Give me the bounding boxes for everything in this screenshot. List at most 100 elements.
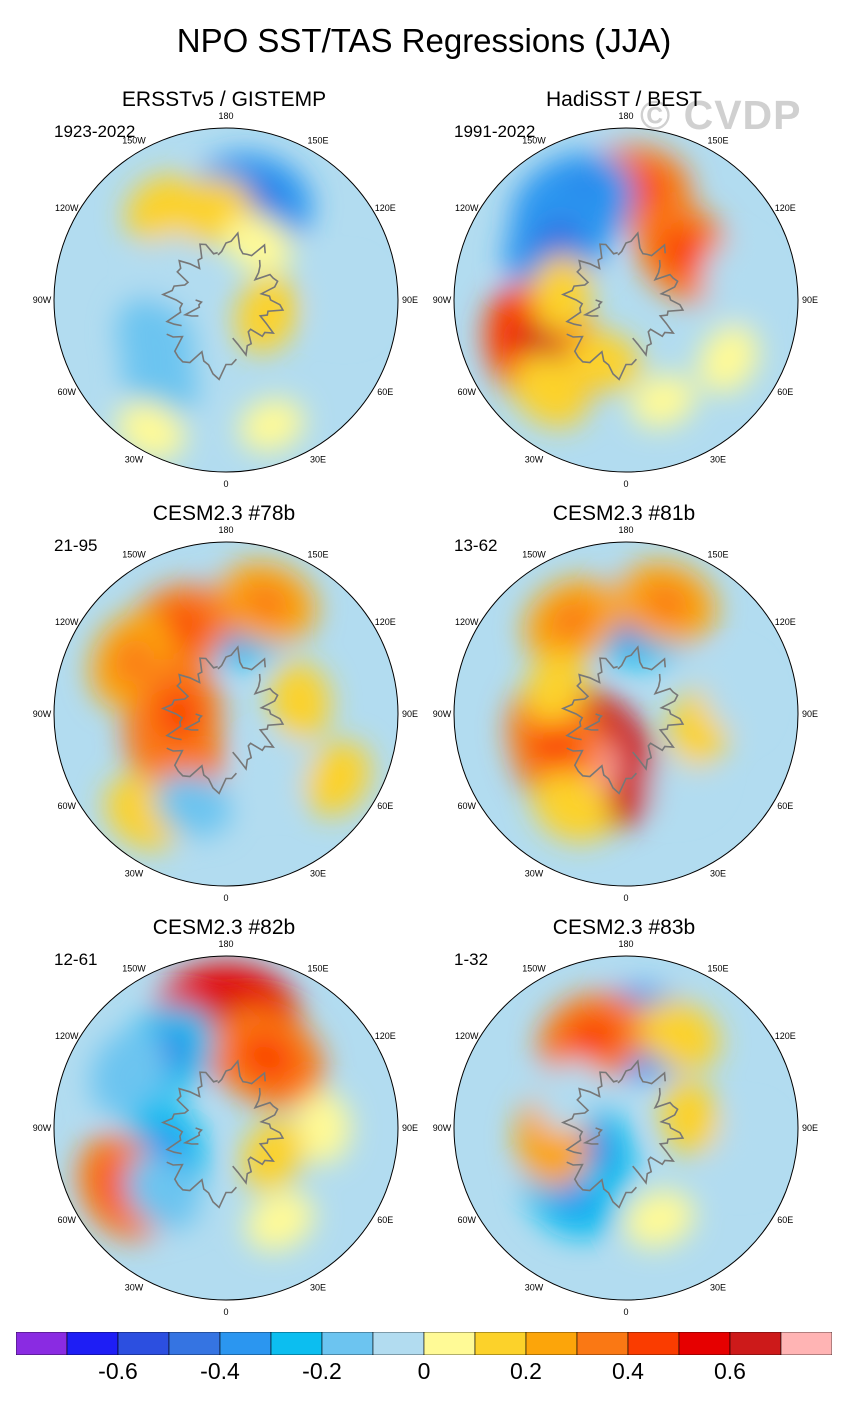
longitude-label: 60W [57, 387, 76, 397]
colorbar-swatch [474, 1331, 527, 1356]
coastline [560, 657, 618, 741]
anomaly-region [714, 1112, 771, 1185]
longitude-label: 30E [710, 1282, 726, 1292]
panel-title: CESM2.3 #82b [152, 916, 296, 939]
coastline [632, 673, 685, 771]
longitude-label: 180 [618, 111, 633, 121]
longitude-label: 120E [375, 1031, 396, 1041]
map-border [53, 541, 399, 887]
longitude-label: 60W [57, 801, 76, 811]
longitude-label: 120W [55, 203, 79, 213]
longitude-label: 150E [307, 964, 328, 974]
colorbar-tick-label: 0.6 [714, 1358, 746, 1384]
anomaly-region [318, 266, 370, 334]
anomaly-region [116, 296, 195, 386]
coastline [182, 1127, 203, 1145]
colorbar-swatch [423, 1331, 476, 1356]
longitude-label: 0 [623, 1307, 628, 1317]
longitude-label: 30W [525, 868, 544, 878]
anomaly-core [240, 1034, 294, 1081]
polar-map: 180 150E 120E 90E 60E 30E 0 30W 60W 90W 120W 150W [33, 939, 418, 1317]
anomaly-core [159, 688, 199, 740]
longitude-label: 150W [522, 964, 546, 974]
colorbar-swatch [15, 1331, 68, 1356]
longitude-label: 180 [218, 939, 233, 949]
coastline [160, 1071, 218, 1155]
longitude-label: 180 [618, 939, 633, 949]
colorbar-swatch [168, 1331, 221, 1356]
coastline [632, 1087, 685, 1185]
coastlines [160, 645, 285, 795]
longitude-label: 150E [707, 964, 728, 974]
longitude-label: 30W [525, 1282, 544, 1292]
longitude-label: 60W [457, 387, 476, 397]
colorbar-swatch [525, 1331, 578, 1356]
longitude-label: 150E [307, 550, 328, 560]
anomaly-region [224, 214, 293, 275]
longitude-label: 60W [457, 1215, 476, 1225]
longitude-label: 90W [433, 295, 452, 305]
anomaly-region [239, 738, 309, 805]
polar-map: 180 150E 120E 90E 60E 30E 0 30W 60W 90W 120W 150W [433, 111, 818, 489]
coastline [560, 243, 618, 327]
coastline [217, 645, 266, 671]
colorbar-svg [15, 1331, 833, 1356]
coastline [232, 1087, 285, 1185]
longitude-label: 90E [402, 1123, 418, 1133]
anomaly-region [125, 174, 199, 243]
coastline [217, 231, 266, 257]
anomaly-region [630, 374, 696, 428]
anomaly-region [702, 243, 762, 319]
longitude-label: 150E [707, 136, 728, 146]
colorbar-swatch [372, 1331, 425, 1356]
longitude-label: 60E [377, 801, 393, 811]
colorbar-swatch [729, 1331, 782, 1356]
longitude-label: 150W [122, 964, 146, 974]
coastline [582, 299, 603, 317]
anomaly-region [154, 773, 232, 837]
coastline [617, 645, 666, 671]
map-border [53, 127, 399, 473]
colorbar-tick-label: 0.2 [510, 1358, 542, 1384]
longitude-label: 150W [122, 136, 146, 146]
anomaly-core [113, 637, 153, 683]
longitude-label: 90W [433, 709, 452, 719]
longitude-label: 120W [455, 1031, 479, 1041]
anomaly-region [269, 661, 331, 741]
colorbar-swatch [321, 1331, 374, 1356]
polar-map: 180 150E 120E 90E 60E 30E 0 30W 60W 90W 120W 150W [33, 525, 418, 903]
longitude-label: 30E [310, 868, 326, 878]
anomaly-core [643, 584, 690, 622]
anomaly-region [304, 741, 371, 816]
colorbar-swatch [219, 1331, 272, 1356]
anomaly-region [698, 325, 759, 394]
coastlines [560, 645, 685, 795]
longitude-label: 90W [33, 1123, 52, 1133]
polar-map: 180 150E 120E 90E 60E 30E 0 30W 60W 90W 120W 150W [433, 939, 818, 1317]
panel-title: CESM2.3 #81b [552, 502, 696, 525]
map-panel: ERSSTv5 / GISTEMP 1923-2022 180 150E 120E 90E… [24, 88, 424, 489]
longitude-label: 0 [623, 893, 628, 903]
longitude-label: 150E [307, 136, 328, 146]
longitude-label: 150W [522, 136, 546, 146]
panel-period: 1-32 [454, 950, 489, 969]
colorbar-swatch [780, 1331, 833, 1356]
colorbar-tick-label: 0 [417, 1358, 431, 1384]
colorbar-tick-label: -0.4 [200, 1358, 240, 1384]
coastline [566, 747, 637, 795]
polar-map: 180 150E 120E 90E 60E 30E 0 30W 60W 90W 120W 150W [433, 525, 818, 903]
anomaly-core [661, 228, 706, 275]
coastline [160, 243, 218, 327]
longitude-label: 180 [618, 525, 633, 535]
longitude-label: 120W [455, 617, 479, 627]
panel-period: 13-62 [454, 536, 498, 555]
colorbar-tick-label: -0.6 [98, 1358, 138, 1384]
anomaly-region [295, 1092, 351, 1164]
longitude-label: 180 [218, 525, 233, 535]
panel-period: 1991-2022 [454, 122, 536, 141]
anomaly-region [639, 999, 720, 1071]
anomaly-core [243, 584, 290, 622]
figure-title: NPO SST/TAS Regressions (JJA) [176, 22, 672, 59]
longitude-label: 60E [777, 387, 793, 397]
longitude-label: 150E [707, 550, 728, 560]
